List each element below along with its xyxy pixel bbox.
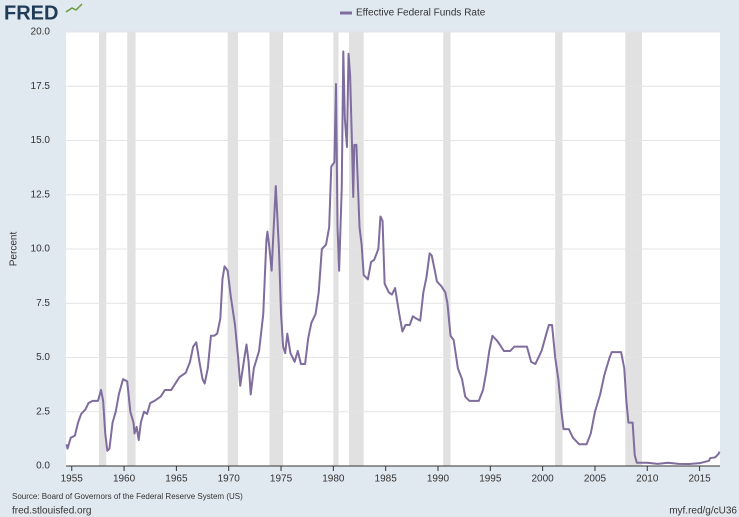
x-tick-label: 2010	[636, 474, 659, 485]
x-tick-label: 1960	[113, 474, 136, 485]
y-tick-label: 10.0	[31, 244, 51, 255]
y-tick-label: 0.0	[36, 461, 50, 472]
x-tick-label: 1980	[322, 474, 345, 485]
y-axis-label: Percent	[9, 232, 20, 267]
x-tick-label: 1955	[61, 474, 84, 485]
x-tick-label: 2000	[532, 474, 555, 485]
x-tick-label: 1990	[427, 474, 450, 485]
y-tick-label: 20.0	[31, 27, 51, 38]
x-tick-label: 1985	[375, 474, 398, 485]
y-tick-label: 17.5	[31, 81, 51, 92]
logo: FRED	[4, 2, 58, 24]
x-tick-label: 1965	[165, 474, 188, 485]
source: Source: Board of Governors of the Federa…	[12, 492, 243, 501]
site: fred.stlouisfed.org	[12, 506, 92, 517]
x-tick-label: 1975	[270, 474, 293, 485]
y-tick-label: 15.0	[31, 135, 51, 146]
x-tick-label: 1970	[218, 474, 241, 485]
y-tick-label: 12.5	[31, 189, 51, 200]
series-line	[65, 50, 721, 466]
short-link: myf.red/g/cU36	[669, 506, 737, 517]
y-tick-label: 7.5	[36, 298, 50, 309]
logo-icon	[65, 3, 83, 13]
x-tick-label: 2015	[688, 474, 711, 485]
y-tick-label: 5.0	[36, 352, 50, 363]
x-tick-label: 1995	[479, 474, 502, 485]
x-tick-label: 2005	[584, 474, 607, 485]
legend-label: Effective Federal Funds Rate	[356, 8, 486, 19]
y-tick-label: 2.5	[36, 406, 50, 417]
